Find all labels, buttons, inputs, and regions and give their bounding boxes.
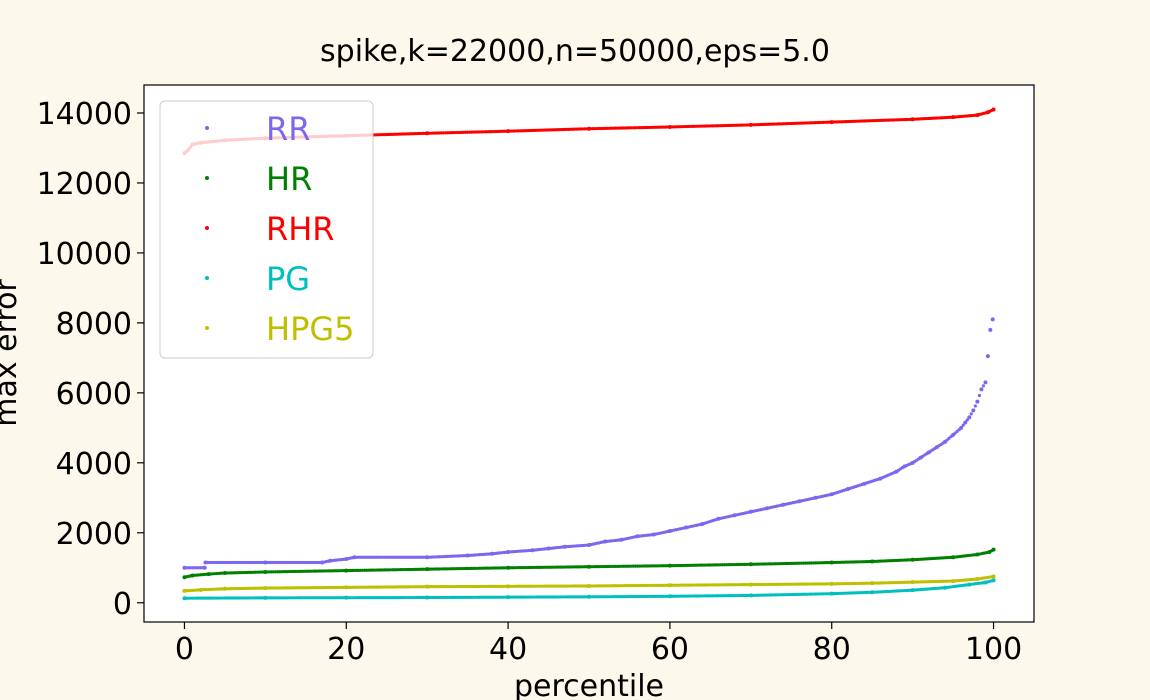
legend-marker	[205, 326, 209, 330]
chart-title: spike,k=22000,n=50000,eps=5.0	[320, 34, 830, 69]
legend-label: PG	[266, 260, 310, 298]
data-point	[990, 317, 995, 322]
series-rr	[182, 317, 995, 570]
x-tick-label: 80	[813, 632, 851, 667]
series-hpg5	[182, 574, 996, 593]
data-point	[977, 393, 981, 398]
legend-label: HPG5	[266, 310, 355, 348]
y-tick-label: 12000	[37, 167, 132, 202]
data-point	[971, 408, 976, 413]
x-tick-label: 100	[965, 632, 1022, 667]
y-axis-label: max error	[0, 279, 24, 427]
data-point	[959, 425, 964, 430]
data-point	[963, 420, 968, 425]
axis-ticks: 0 20 40 60 80 100 0 2000 4000 6000 8000 10000 12000 1…	[37, 97, 1023, 667]
data-point	[975, 399, 980, 404]
data-point	[961, 423, 965, 427]
legend-label: HR	[266, 160, 312, 198]
data-point	[985, 354, 990, 359]
data-point	[973, 404, 977, 408]
y-tick-label: 6000	[56, 377, 132, 412]
legend-marker	[205, 276, 209, 280]
data-point	[991, 107, 996, 112]
data-point	[991, 547, 996, 552]
legend-marker	[205, 226, 209, 230]
y-tick-label: 10000	[37, 237, 132, 272]
x-tick-label: 40	[489, 632, 527, 667]
data-point	[991, 578, 996, 583]
x-tick-label: 0	[175, 632, 194, 667]
series-hr	[182, 547, 996, 580]
data-point	[969, 412, 973, 416]
legend-label: RR	[266, 110, 310, 148]
y-tick-label: 4000	[56, 447, 132, 482]
data-point	[991, 574, 996, 579]
x-tick-label: 20	[327, 632, 365, 667]
series-pg	[182, 578, 996, 601]
legend-label: RHR	[266, 210, 335, 248]
data-point	[981, 384, 986, 388]
data-point	[979, 387, 984, 392]
data-point	[983, 380, 988, 385]
data-point	[202, 565, 207, 570]
data-point	[965, 418, 969, 422]
y-tick-label: 14000	[37, 97, 132, 132]
y-tick-label: 8000	[56, 307, 132, 342]
data-point	[967, 415, 972, 420]
legend: RR HR RHR PG HPG5	[159, 100, 374, 359]
data-point	[988, 327, 993, 332]
legend-marker	[205, 176, 209, 180]
legend-marker	[205, 126, 209, 130]
y-tick-label: 2000	[56, 517, 132, 552]
y-tick-label: 0	[113, 587, 132, 622]
x-tick-label: 60	[651, 632, 689, 667]
x-axis-label: percentile	[514, 669, 664, 700]
